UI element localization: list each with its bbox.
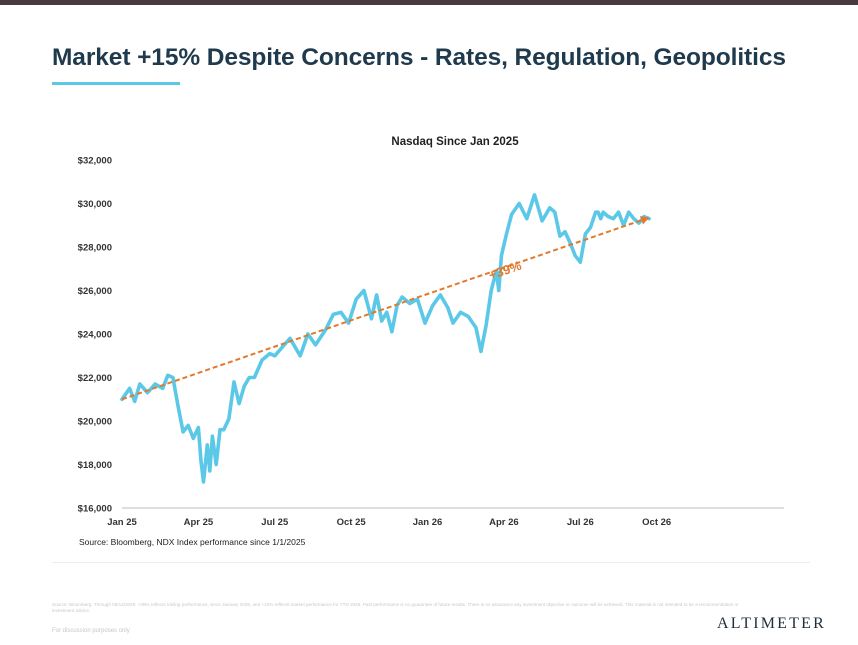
y-tick-label: $16,000 <box>78 504 112 515</box>
y-tick-label: $28,000 <box>78 243 112 254</box>
y-tick-label: $32,000 <box>78 156 112 167</box>
title-underline <box>52 82 180 85</box>
trend-arrowhead <box>640 216 650 225</box>
altimeter-logo: ALTIMETER <box>717 615 826 632</box>
x-tick-label: Apr 26 <box>489 517 519 528</box>
nasdaq-series-line <box>120 193 651 484</box>
top-accent-bar <box>0 0 858 5</box>
x-tick-label: Oct 26 <box>642 517 671 528</box>
x-tick-label: Apr 25 <box>184 517 214 528</box>
footer-divider <box>52 562 810 563</box>
x-tick-label: Jan 26 <box>413 517 443 528</box>
y-tick-label: $24,000 <box>78 330 112 341</box>
x-tick-label: Oct 25 <box>337 517 367 528</box>
y-tick-label: $30,000 <box>78 199 112 210</box>
trend-annotation-label: +39% <box>487 258 524 283</box>
chart-title: Nasdaq Since Jan 2025 <box>391 136 519 148</box>
footnote: For discussion purposes only <box>52 628 130 634</box>
disclaimer-text: Source: Bloomberg. Through 09/14/2026. +… <box>52 602 739 613</box>
source-note: Source: Bloomberg, NDX Index performance… <box>79 537 306 547</box>
y-tick-label: $18,000 <box>78 460 112 471</box>
x-tick-label: Jan 25 <box>107 517 137 528</box>
x-tick-label: Jul 26 <box>567 517 594 528</box>
y-tick-label: $22,000 <box>78 373 112 384</box>
y-tick-label: $20,000 <box>78 417 112 428</box>
x-tick-label: Jul 25 <box>261 517 289 528</box>
trend-line <box>121 216 650 401</box>
y-tick-label: $26,000 <box>78 286 112 297</box>
page-title: Market +15% Despite Concerns - Rates, Re… <box>52 44 786 71</box>
